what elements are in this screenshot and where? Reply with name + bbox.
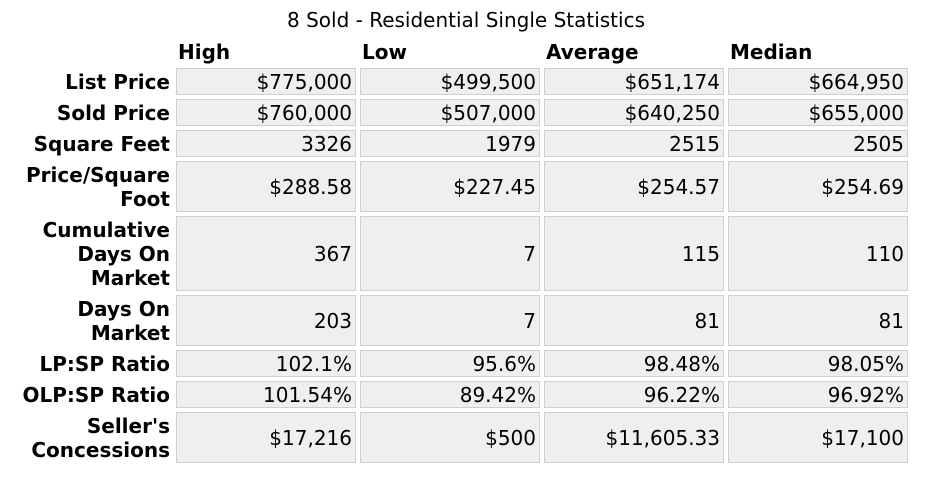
value-cell: 96.22% [544, 381, 724, 408]
row-label: Sold Price [56, 100, 170, 125]
value-cell: $664,950 [728, 68, 908, 95]
column-header-low: Low [362, 40, 407, 64]
value-cell: 7 [360, 295, 540, 346]
table-row: Price/Square Foot $288.58 $227.45 $254.5… [8, 161, 908, 212]
column-header-average: Average [546, 40, 639, 64]
value-cell: $17,100 [728, 412, 908, 463]
table-row: Cumulative Days On Market 367 7 115 110 [8, 216, 908, 291]
table-row: Sold Price $760,000 $507,000 $640,250 $6… [8, 99, 908, 126]
table-row: OLP:SP Ratio 101.54% 89.42% 96.22% 96.92… [8, 381, 908, 408]
value-cell: 115 [544, 216, 724, 291]
value-cell: $227.45 [360, 161, 540, 212]
value-cell: 98.05% [728, 350, 908, 377]
column-header-median: Median [730, 40, 813, 64]
statistics-table: High Low Average Median List Price $775,… [4, 36, 912, 467]
value-cell: $499,500 [360, 68, 540, 95]
row-label: LP:SP Ratio [39, 351, 170, 376]
table-row: Days On Market 203 7 81 81 [8, 295, 908, 346]
row-label: Seller's Concessions [31, 413, 170, 462]
value-cell: 3326 [176, 130, 356, 157]
table-row: Square Feet 3326 1979 2515 2505 [8, 130, 908, 157]
value-cell: $254.69 [728, 161, 908, 212]
row-label: Price/Square Foot [26, 162, 170, 211]
value-cell: $500 [360, 412, 540, 463]
row-label: Square Feet [33, 131, 170, 156]
value-cell: $254.57 [544, 161, 724, 212]
row-label: OLP:SP Ratio [22, 382, 170, 407]
value-cell: 2505 [728, 130, 908, 157]
value-cell: 102.1% [176, 350, 356, 377]
table-row: Seller's Concessions $17,216 $500 $11,60… [8, 412, 908, 463]
value-cell: $11,605.33 [544, 412, 724, 463]
value-cell: 110 [728, 216, 908, 291]
value-cell: $640,250 [544, 99, 724, 126]
value-cell: 101.54% [176, 381, 356, 408]
value-cell: 367 [176, 216, 356, 291]
value-cell: $651,174 [544, 68, 724, 95]
page-title: 8 Sold - Residential Single Statistics [287, 8, 645, 32]
column-header-high: High [178, 40, 231, 64]
value-cell: $288.58 [176, 161, 356, 212]
corner-cell [8, 40, 172, 64]
value-cell: 7 [360, 216, 540, 291]
value-cell: $17,216 [176, 412, 356, 463]
value-cell: 95.6% [360, 350, 540, 377]
value-cell: $655,000 [728, 99, 908, 126]
value-cell: 2515 [544, 130, 724, 157]
row-label: Cumulative Days On Market [42, 217, 170, 290]
table-row: LP:SP Ratio 102.1% 95.6% 98.48% 98.05% [8, 350, 908, 377]
value-cell: 81 [728, 295, 908, 346]
value-cell: $775,000 [176, 68, 356, 95]
table-row: List Price $775,000 $499,500 $651,174 $6… [8, 68, 908, 95]
value-cell: 89.42% [360, 381, 540, 408]
value-cell: 98.48% [544, 350, 724, 377]
row-label: List Price [65, 69, 170, 94]
value-cell: 203 [176, 295, 356, 346]
value-cell: 1979 [360, 130, 540, 157]
value-cell: $507,000 [360, 99, 540, 126]
value-cell: $760,000 [176, 99, 356, 126]
value-cell: 81 [544, 295, 724, 346]
value-cell: 96.92% [728, 381, 908, 408]
header-row: High Low Average Median [8, 40, 908, 64]
row-label: Days On Market [77, 296, 170, 345]
